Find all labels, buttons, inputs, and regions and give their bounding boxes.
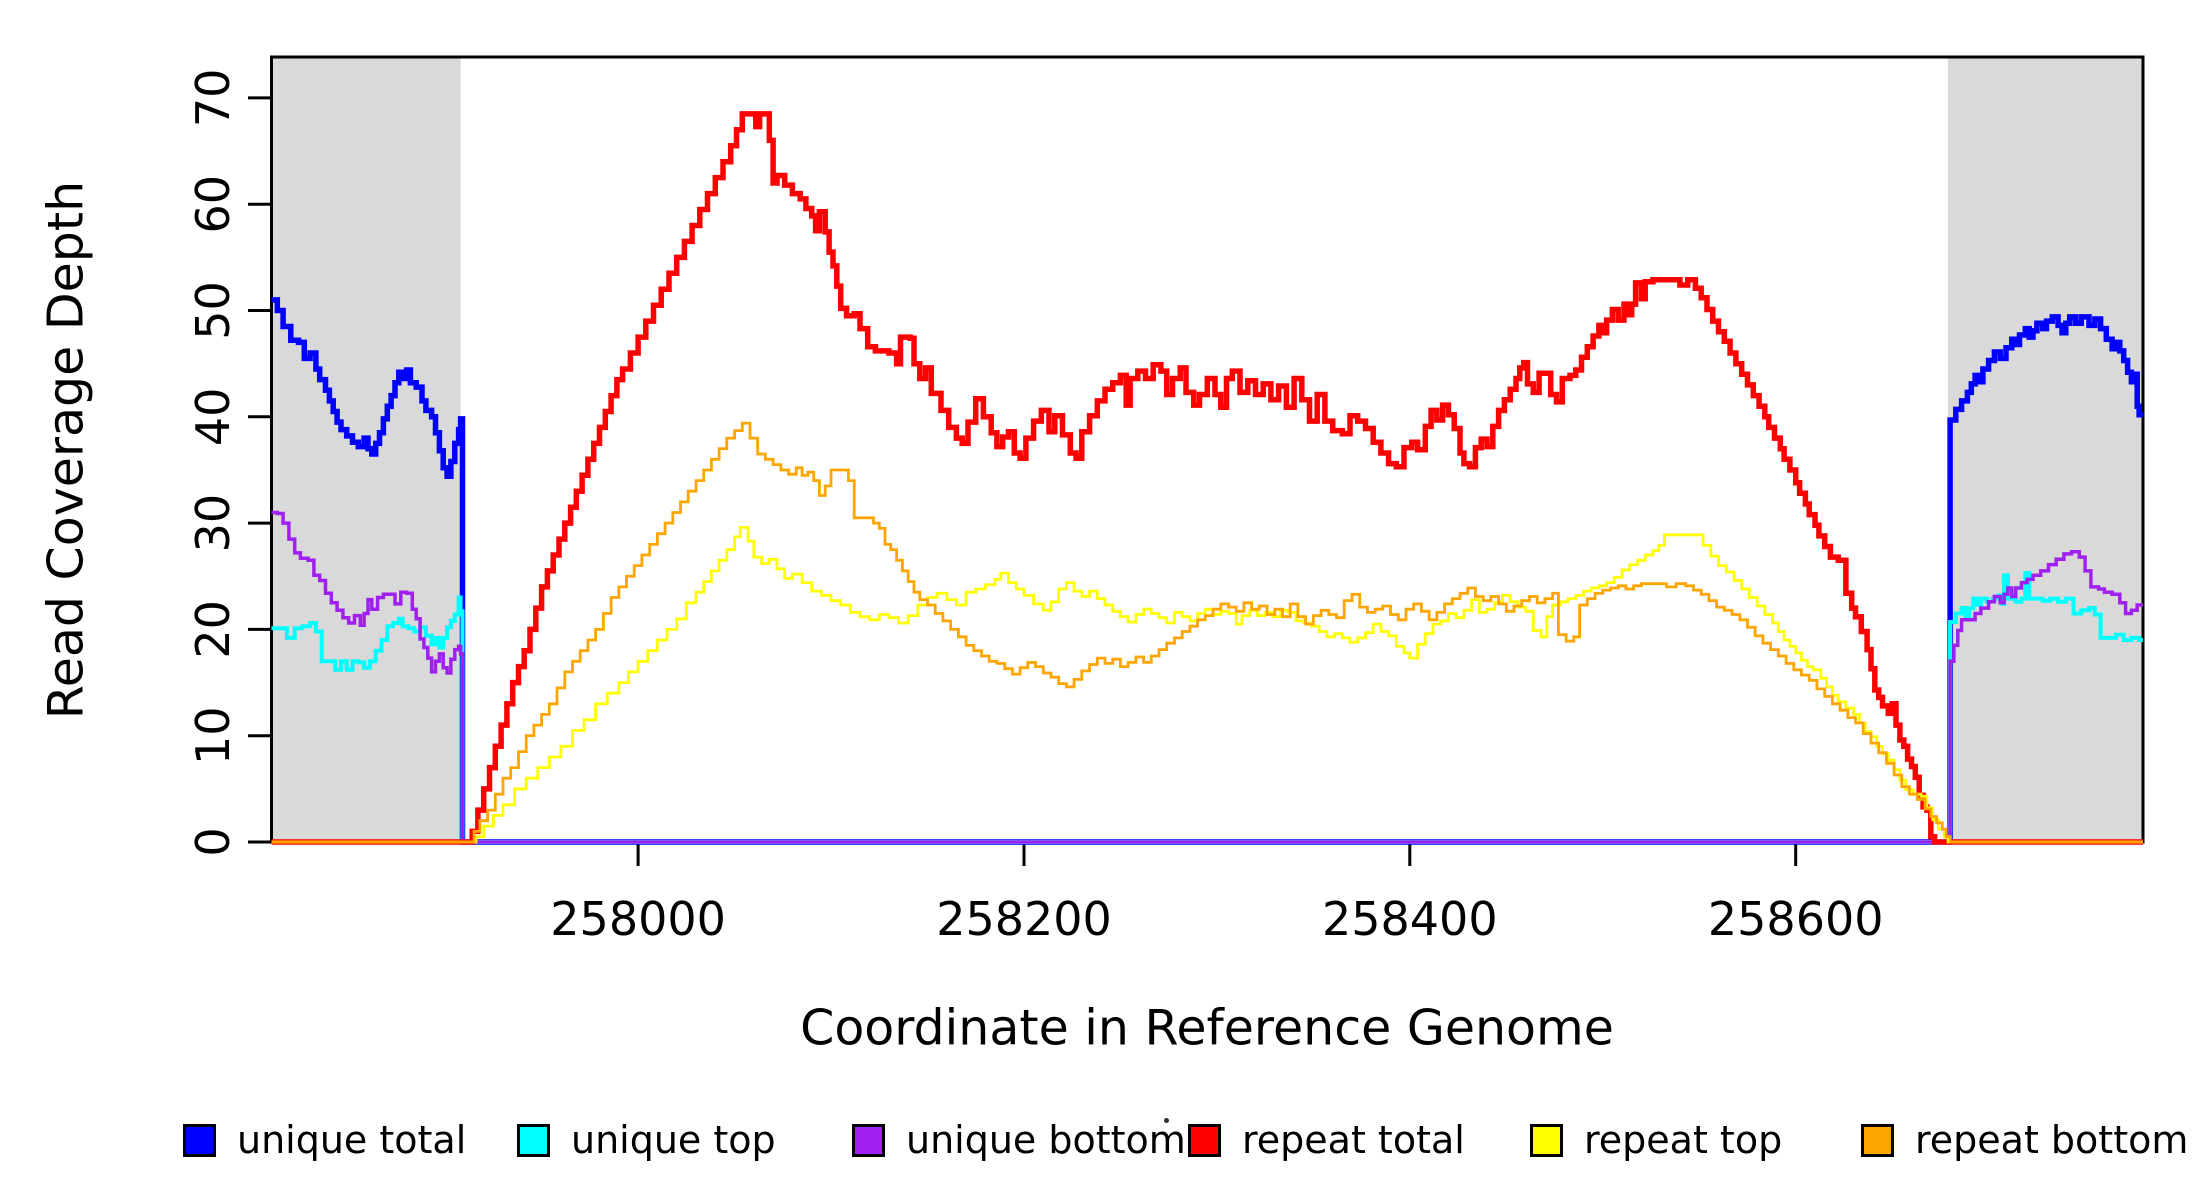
legend-swatch-unique-total — [183, 1123, 216, 1157]
x-tick-label: 258600 — [1708, 892, 1884, 946]
y-axis-title: Read Coverage Depth — [37, 180, 95, 720]
legend-swatch-repeat-total — [1188, 1123, 1221, 1157]
legend-label-repeat-bottom: repeat bottom — [1915, 1118, 2189, 1162]
y-tick-label: 50 — [186, 281, 240, 340]
legend-item-repeat-top: repeat top — [1530, 1118, 1782, 1162]
legend-label-unique-bottom: unique bottom — [906, 1118, 1186, 1162]
series-line-repeat-bottom — [271, 421, 2143, 844]
y-tick-label: 10 — [186, 706, 240, 765]
legend-item-unique-total: unique total — [183, 1118, 466, 1162]
x-tick-label: 258200 — [936, 892, 1112, 946]
series-line-repeat-top — [271, 526, 2143, 844]
series-line-unique-bottom — [271, 510, 2143, 844]
legend-item-repeat-total: repeat total — [1188, 1118, 1465, 1162]
shaded-region-2 — [1948, 57, 2143, 842]
legend-swatch-repeat-top — [1530, 1123, 1563, 1157]
y-tick-label: 0 — [186, 827, 240, 856]
legend-label-unique-total: unique total — [237, 1118, 467, 1162]
legend-item-repeat-bottom: repeat bottom — [1861, 1118, 2188, 1162]
legend-swatch-unique-bottom — [852, 1123, 885, 1157]
stray-dot-mark — [1164, 1118, 1169, 1123]
y-tick-label: 30 — [186, 494, 240, 553]
x-axis-title: Coordinate in Reference Genome — [800, 999, 1614, 1057]
legend-swatch-repeat-bottom — [1861, 1123, 1894, 1157]
x-tick-label: 258000 — [550, 892, 726, 946]
series-line-unique-top — [271, 571, 2143, 844]
legend-swatch-unique-top — [517, 1123, 550, 1157]
y-tick-label: 70 — [186, 69, 240, 128]
legend-item-unique-bottom: unique bottom — [852, 1118, 1186, 1162]
x-tick-label: 258400 — [1322, 892, 1498, 946]
y-tick-label: 40 — [186, 388, 240, 447]
legend-item-unique-top: unique top — [517, 1118, 776, 1162]
legend-label-repeat-total: repeat total — [1242, 1118, 1465, 1162]
legend-label-unique-top: unique top — [571, 1118, 776, 1162]
y-tick-label: 60 — [186, 175, 240, 234]
legend-label-repeat-top: repeat top — [1584, 1118, 1783, 1162]
series-line-repeat-total — [271, 111, 2143, 845]
y-tick-label: 20 — [186, 600, 240, 659]
